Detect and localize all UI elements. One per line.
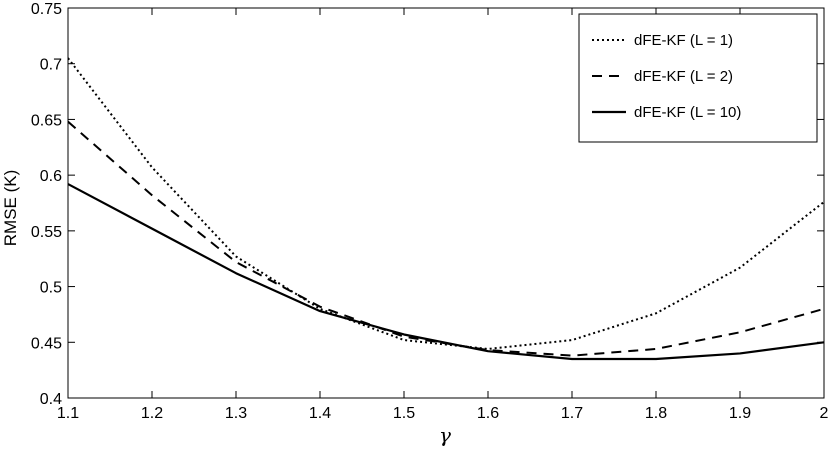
x-tick-label: 1.4 [309,405,331,422]
y-tick-label: 0.45 [31,335,62,352]
x-tick-label: 1.3 [225,405,247,422]
y-tick-label: 0.4 [40,391,62,408]
y-tick-label: 0.6 [40,168,62,185]
x-tick-label: 1.1 [57,405,79,422]
x-axis-label: γ [439,423,451,447]
y-tick-label: 0.65 [31,112,62,129]
y-tick-label: 0.5 [40,280,62,297]
series-layer [68,57,824,361]
x-tick-label: 1.8 [645,405,667,422]
x-tick-label: 1.5 [393,405,415,422]
x-tick-label: 2 [820,405,829,422]
axes-layer: 1.1 1.2 1.3 1.4 1.5 1.6 1.7 1.8 1.9 2 0.4 0.45 0.5 0.… [31,1,829,422]
x-tick-label: 1.7 [561,405,583,422]
legend: dFE-KF (L = 1) dFE-KF (L = 2) dFE-KF (L = … [578,13,818,143]
x-tick-label: 1.2 [141,405,163,422]
legend-box [578,13,818,143]
y-tick-label: 0.7 [40,57,62,74]
series-line-2 [68,120,824,357]
x-tick-label: 1.6 [477,405,499,422]
series-line-3 [68,183,824,361]
y-axis-label: RMSE (K) [1,170,20,247]
legend-label-2: dFE-KF (L = 2) [634,68,733,85]
legend-label-3: dFE-KF (L = 10) [634,104,741,121]
x-tick-label: 1.9 [729,405,751,422]
series-line-1 [68,57,824,350]
legend-label-1: dFE-KF (L = 1) [634,32,733,49]
axes-frame [67,7,825,399]
y-tick-label: 0.75 [31,1,62,18]
y-tick-label: 0.55 [31,224,62,241]
